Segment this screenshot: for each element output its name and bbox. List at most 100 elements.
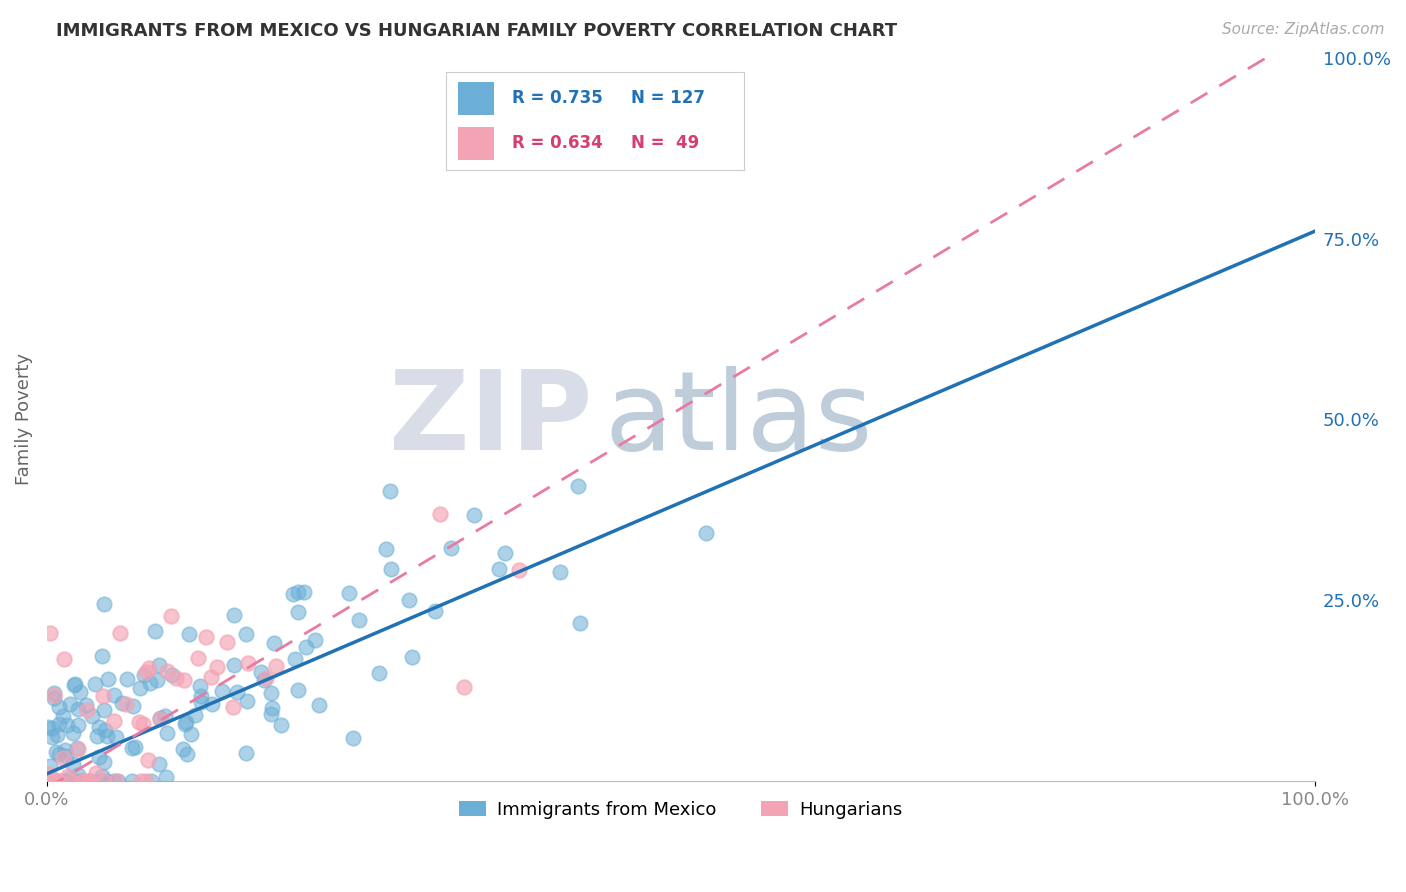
Point <box>508 564 530 578</box>
Point <box>287 585 309 599</box>
Point <box>42 688 65 702</box>
Point <box>174 716 197 731</box>
Point <box>149 713 172 727</box>
Point <box>156 664 179 678</box>
Point <box>440 541 463 555</box>
Point <box>93 597 115 611</box>
Point <box>488 562 510 576</box>
Point <box>94 723 117 737</box>
Point <box>453 680 475 694</box>
Point <box>284 652 307 666</box>
Point <box>260 686 283 700</box>
Point <box>222 699 245 714</box>
Point <box>429 507 451 521</box>
Point <box>59 697 82 711</box>
Point <box>149 711 172 725</box>
Point <box>264 659 287 673</box>
Point <box>48 747 70 761</box>
Point <box>174 714 197 729</box>
Point <box>58 769 80 783</box>
Point <box>194 630 217 644</box>
Point <box>103 714 125 729</box>
Point <box>107 774 129 789</box>
Point <box>89 750 111 764</box>
Point <box>37 720 59 734</box>
Point <box>55 774 77 789</box>
Point <box>48 700 70 714</box>
Point <box>87 774 110 789</box>
Point <box>51 708 73 723</box>
Point <box>270 717 292 731</box>
Point <box>67 702 90 716</box>
Point <box>121 740 143 755</box>
Point <box>148 756 170 771</box>
Legend: Immigrants from Mexico, Hungarians: Immigrants from Mexico, Hungarians <box>451 794 910 826</box>
Point <box>48 717 70 731</box>
Point <box>139 774 162 789</box>
Point <box>153 708 176 723</box>
Point <box>143 624 166 638</box>
Point <box>96 729 118 743</box>
Point <box>134 774 156 789</box>
Point <box>77 774 100 789</box>
Point <box>148 658 170 673</box>
Point <box>308 698 330 712</box>
Point <box>135 665 157 680</box>
Point <box>91 769 114 783</box>
Point <box>188 679 211 693</box>
Point <box>55 718 77 732</box>
Point <box>53 743 76 757</box>
Point <box>463 508 485 522</box>
Text: ZIP: ZIP <box>388 366 592 473</box>
Y-axis label: Family Poverty: Family Poverty <box>15 353 32 485</box>
Point <box>254 671 277 685</box>
Point <box>124 740 146 755</box>
Point <box>380 562 402 576</box>
Point <box>38 767 60 781</box>
Point <box>46 774 69 789</box>
Point <box>160 668 183 682</box>
Point <box>66 718 89 732</box>
Point <box>423 604 446 618</box>
Point <box>253 673 276 687</box>
Point <box>97 672 120 686</box>
Point <box>201 697 224 711</box>
Point <box>86 729 108 743</box>
Point <box>347 613 370 627</box>
Point <box>235 746 257 760</box>
Point <box>72 774 94 789</box>
Point <box>111 696 134 710</box>
Point <box>55 749 77 764</box>
Point <box>91 690 114 704</box>
Point <box>367 666 389 681</box>
Point <box>46 774 69 789</box>
Point <box>60 774 83 789</box>
Point <box>103 688 125 702</box>
Point <box>165 671 187 685</box>
Point <box>236 656 259 670</box>
Point <box>42 686 65 700</box>
Point <box>41 730 63 744</box>
Point <box>129 774 152 789</box>
Point <box>69 774 91 789</box>
Point <box>121 774 143 789</box>
Point <box>132 716 155 731</box>
Point <box>236 694 259 708</box>
Point <box>375 541 398 556</box>
Point <box>62 756 84 771</box>
Point <box>283 587 305 601</box>
Point <box>41 774 63 789</box>
Point <box>287 605 309 619</box>
Point <box>45 745 67 759</box>
Point <box>292 585 315 599</box>
Point <box>155 770 177 784</box>
Point <box>567 479 589 493</box>
Point <box>104 774 127 789</box>
Point <box>86 766 108 780</box>
Point <box>179 627 201 641</box>
Point <box>211 684 233 698</box>
Point <box>53 651 76 665</box>
Point <box>62 678 84 692</box>
Point <box>69 685 91 699</box>
Text: Source: ZipAtlas.com: Source: ZipAtlas.com <box>1222 22 1385 37</box>
